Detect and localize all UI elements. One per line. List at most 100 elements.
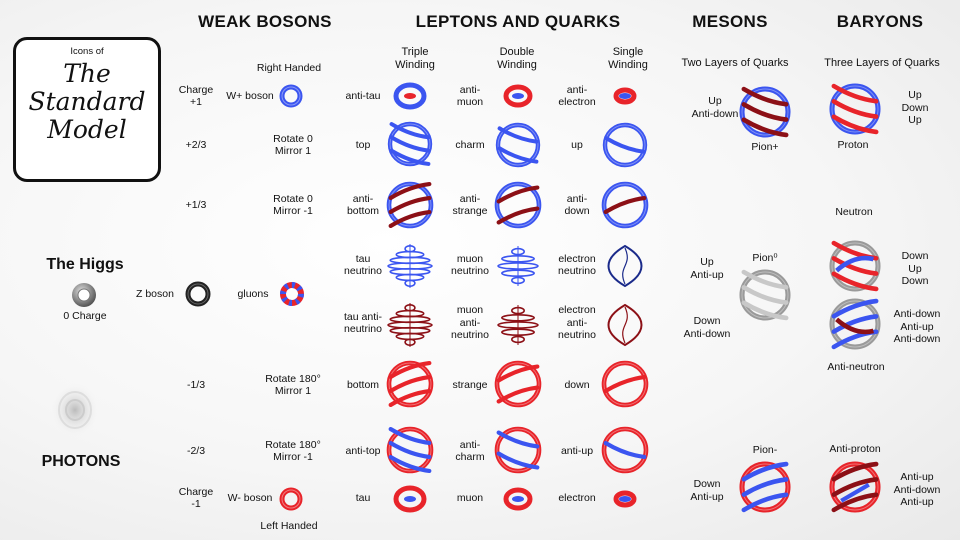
photons-label: PHOTONS <box>41 453 121 470</box>
bottom-quark-icon <box>386 360 434 408</box>
handedness-label: Left Handed <box>248 520 330 533</box>
label-line: Right Handed <box>256 61 322 74</box>
triple-winding-particle-name: tau neutrino <box>332 253 394 278</box>
subheader-line: Winding <box>608 59 648 71</box>
single-winding-particle-name: anti-up <box>548 445 606 458</box>
proton-quarks: Up Down Up <box>890 89 940 127</box>
label-line: -1 <box>191 498 201 510</box>
subheader-line: Single <box>612 46 644 58</box>
charge-label: -2/3 <box>170 445 222 458</box>
anti-neutron-name: Anti-neutron <box>827 361 885 373</box>
neutron-name: Neutron <box>835 206 873 218</box>
gluons-label: gluons <box>237 288 269 300</box>
label-line: down <box>564 378 590 391</box>
anti-top-icon <box>386 426 434 474</box>
anti-tau-icon <box>393 82 427 110</box>
label-line: anti- <box>352 192 374 205</box>
double-winding-particle-name: muon anti-neutrino <box>444 304 496 342</box>
label-line: anti- <box>566 83 588 96</box>
label-line: bottom <box>346 378 380 391</box>
label-line: neutrino <box>344 265 382 277</box>
gluon-icon <box>280 282 304 306</box>
label-line: Rotate 180° <box>265 372 321 385</box>
label-line: Mirror -1 <box>273 451 313 463</box>
double-winding-particle-name: anti-strange <box>444 193 496 218</box>
muon-anti-neutrino-icon <box>497 305 539 345</box>
subheader-line: Triple <box>401 46 429 58</box>
pion-minus-quarks: Down Anti-up <box>682 478 732 503</box>
label-line: top <box>355 138 371 151</box>
anti-neutron-icon <box>829 298 881 350</box>
double-winding-particle-name: anti-muon <box>444 84 496 109</box>
quark-label: Anti-up <box>900 320 934 333</box>
neutron-icon <box>829 240 881 292</box>
label-line: down <box>564 205 590 217</box>
triple-winding-particle-name: tau anti-neutrino <box>332 311 394 336</box>
charge-label: -1/3 <box>170 379 222 392</box>
label-line: muon <box>456 96 484 108</box>
pion-zero-quarks-bottom: Down Anti-down <box>682 315 732 340</box>
w-minus-boson-icon <box>279 487 303 511</box>
higgs-charge: 0 Charge <box>63 310 107 322</box>
quark-label: Up <box>908 262 922 275</box>
subheader-single-winding: Single Winding <box>593 46 663 72</box>
quark-label: Up <box>700 256 714 268</box>
subheader-triple-winding: Triple Winding <box>380 46 450 72</box>
proton-icon <box>829 83 881 135</box>
label-line: charm <box>455 451 485 463</box>
pion-zero-icon <box>739 269 791 321</box>
triple-winding-particle-name: tau <box>332 492 394 505</box>
higgs-label: The Higgs <box>46 256 124 273</box>
transform-label: Rotate 180° Mirror 1 <box>248 373 338 398</box>
anti-charm-icon <box>494 426 542 474</box>
quark-label: Up <box>708 95 722 107</box>
label-line: electron <box>558 96 596 108</box>
anti-neutron-quarks: Anti-down Anti-up Anti-down <box>882 308 952 346</box>
header-baryons: BARYONS <box>836 12 924 31</box>
label-line: anti-tau <box>345 89 381 102</box>
logo-title: The Standard Model <box>16 60 158 144</box>
quark-label: Anti-up <box>900 471 934 483</box>
single-winding-particle-name: anti-electron <box>548 84 606 109</box>
title-logo-box: Icons of The Standard Model <box>13 37 161 182</box>
quark-label: Anti-down <box>893 308 941 320</box>
label-line: Rotate 180° <box>265 438 321 451</box>
anti-proton-quarks: Anti-up Anti-down Anti-up <box>882 471 952 509</box>
label-line: electron <box>558 252 596 265</box>
label-line: Rotate 0 <box>273 132 313 145</box>
subheader-line: Winding <box>497 59 537 71</box>
tau-anti-neutrino-icon <box>387 303 433 347</box>
label-line: electron <box>558 491 596 504</box>
photon-icon <box>51 383 99 437</box>
anti-muon-icon <box>503 84 533 108</box>
label-line: Charge <box>178 485 214 498</box>
label-line: -1/3 <box>186 378 206 391</box>
pion-zero-quarks-top: Up Anti-up <box>682 256 732 281</box>
muon-neutrino-icon <box>497 246 539 286</box>
label-line: anti- <box>566 192 588 205</box>
single-winding-particle-name: electron neutrino <box>548 253 606 278</box>
label-line: tau anti- <box>344 310 382 323</box>
charge-label: +2/3 <box>170 139 222 152</box>
single-winding-particle-name: anti-down <box>548 193 606 218</box>
quark-label: Up <box>908 89 922 101</box>
quark-label: Anti-down <box>683 327 731 340</box>
label-line: +1/3 <box>185 198 207 211</box>
double-winding-particle-name: muon <box>444 492 496 505</box>
single-winding-particle-name: up <box>548 139 606 152</box>
transform-label: Rotate 0 Mirror -1 <box>248 193 338 218</box>
subheader-line: Double <box>499 46 535 58</box>
electron-neutrino-icon <box>607 244 643 288</box>
anti-electron-icon <box>613 87 637 105</box>
label-line: up <box>571 138 583 151</box>
tau-neutrino-icon <box>387 244 433 288</box>
handedness-label: Right Handed <box>248 62 330 75</box>
pion-plus-quarks: Up Anti-down <box>690 95 740 120</box>
label-line: Left Handed <box>260 519 318 532</box>
label-line: anti- <box>566 316 588 329</box>
header-mesons: MESONS <box>692 12 768 31</box>
quark-label: Down <box>693 315 721 327</box>
label-line: neutrino <box>558 265 596 277</box>
subheader-mesons: Two Layers of Quarks <box>681 57 789 69</box>
anti-proton-icon <box>829 461 881 513</box>
